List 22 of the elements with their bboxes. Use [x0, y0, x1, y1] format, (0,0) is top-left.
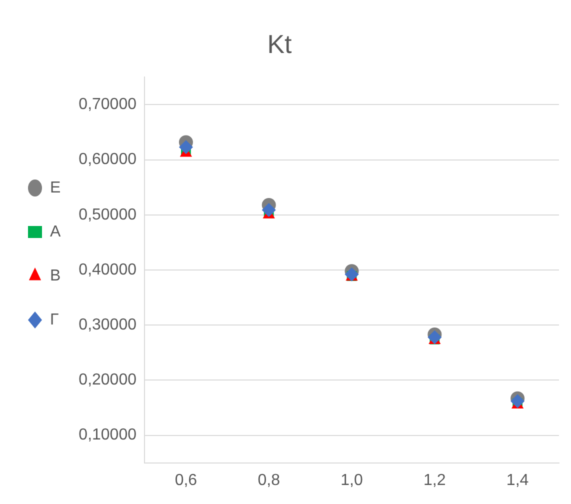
x-tick-label: 1,4: [506, 472, 529, 489]
x-tick-label: 0,8: [258, 472, 280, 489]
x-tick-label: 1,0: [340, 472, 363, 489]
y-tick-label: 0,20000: [78, 372, 137, 389]
legend-label: Γ: [50, 311, 59, 328]
chart-title: Kt: [267, 28, 293, 59]
legend-label: B: [50, 267, 61, 284]
y-tick-label: 0,30000: [78, 316, 137, 334]
y-tick-label: 0,40000: [78, 261, 137, 278]
legend-label: E: [50, 179, 61, 196]
point: [428, 330, 442, 344]
point: [262, 202, 276, 217]
y-tick-label: 0,70000: [78, 96, 137, 114]
legend-label: A: [50, 223, 61, 240]
point: [178, 140, 193, 154]
y-tick-label: 0,10000: [78, 426, 137, 444]
point: [344, 267, 359, 282]
y-tick-label: 0,60000: [78, 151, 137, 168]
point: [510, 394, 525, 408]
y-tick-label: 0,50000: [78, 206, 137, 224]
x-tick-label: 0,6: [174, 472, 198, 489]
x-tick-label: 1,2: [424, 472, 446, 489]
